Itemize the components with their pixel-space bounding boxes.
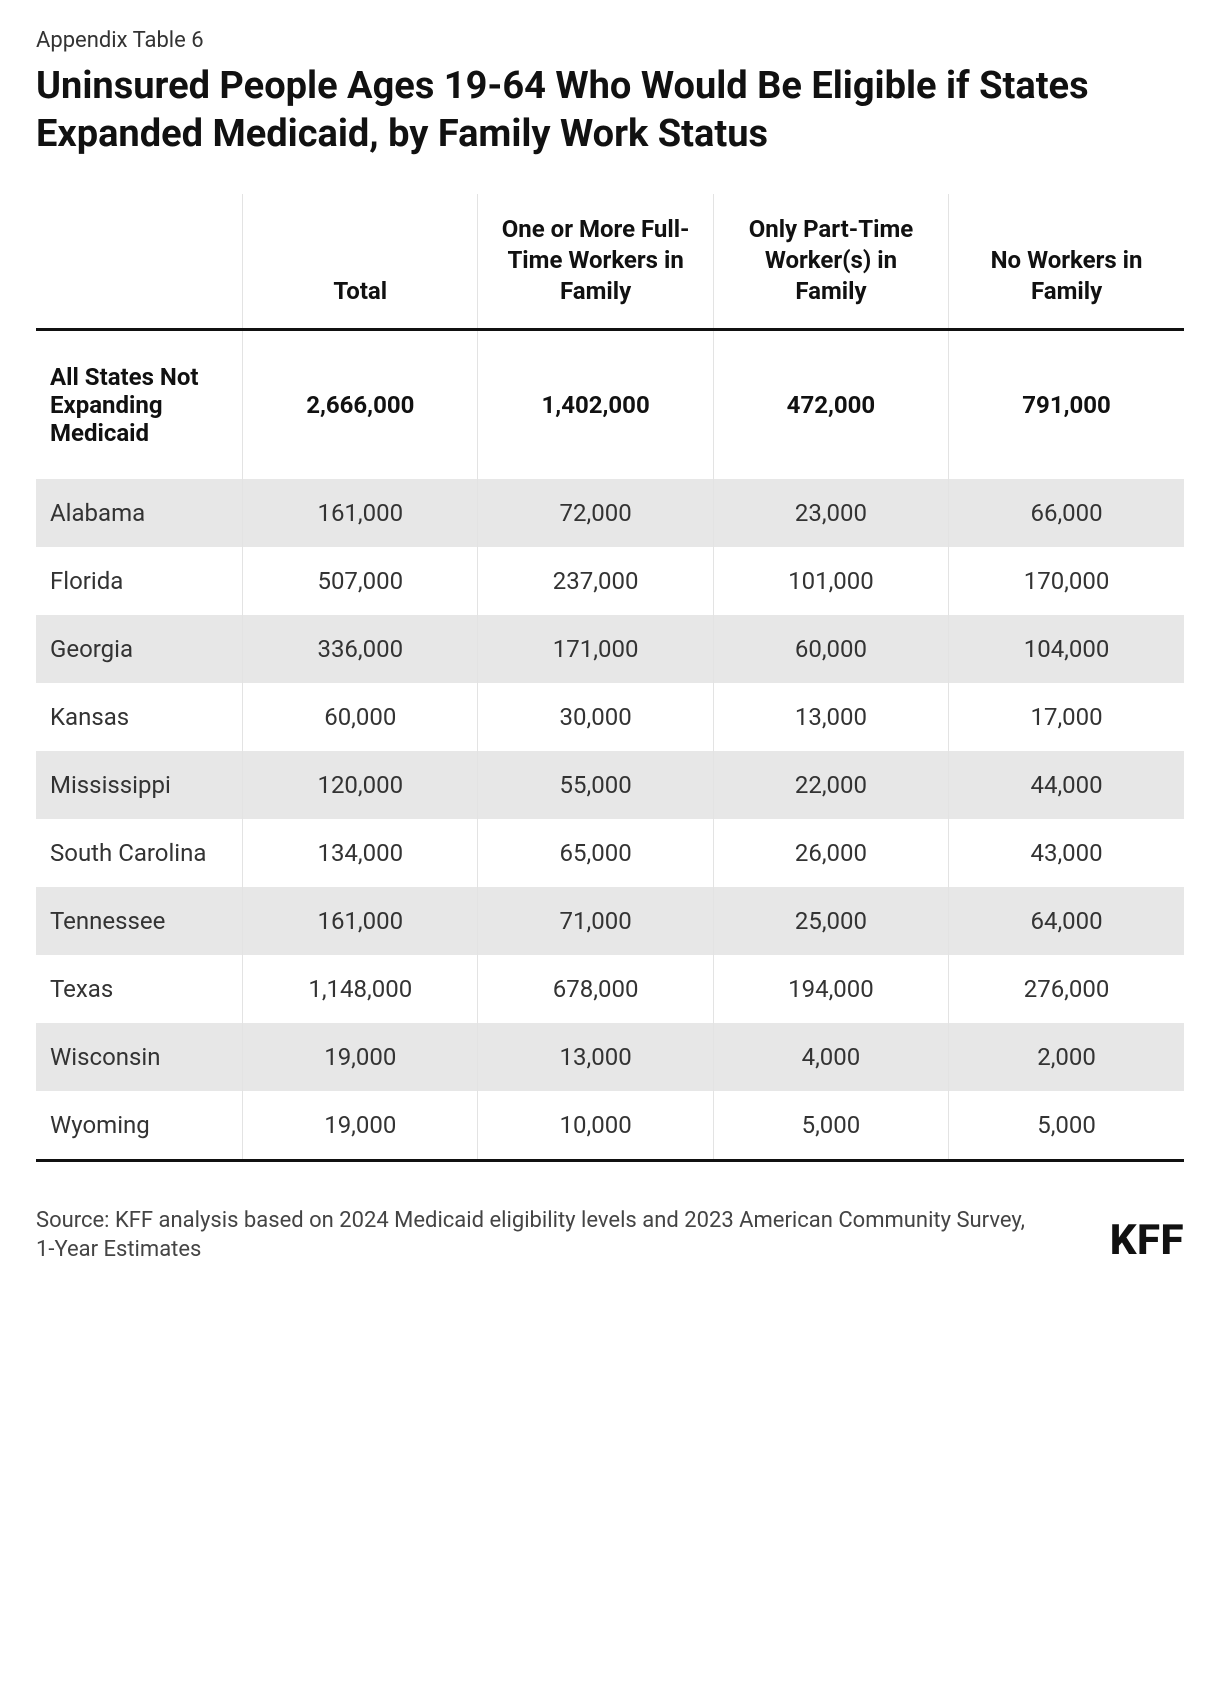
row-value: 65,000 (478, 819, 713, 887)
row-value: 19,000 (243, 1091, 478, 1161)
kff-logo: KFF (1110, 1216, 1184, 1265)
row-value: 71,000 (478, 887, 713, 955)
row-value: 104,000 (949, 615, 1184, 683)
row-value: 13,000 (713, 683, 948, 751)
data-table: Total One or More Full-Time Workers in F… (36, 194, 1184, 1162)
row-label: Florida (36, 547, 243, 615)
row-label: Wisconsin (36, 1023, 243, 1091)
row-value: 171,000 (478, 615, 713, 683)
row-value: 25,000 (713, 887, 948, 955)
row-label: Kansas (36, 683, 243, 751)
row-label: South Carolina (36, 819, 243, 887)
row-value: 19,000 (243, 1023, 478, 1091)
table-row: Wyoming19,00010,0005,0005,000 (36, 1091, 1184, 1161)
row-label: Mississippi (36, 751, 243, 819)
col-header-noworkers: No Workers in Family (949, 194, 1184, 329)
row-value: 1,148,000 (243, 955, 478, 1023)
footer: Source: KFF analysis based on 2024 Medic… (36, 1206, 1184, 1265)
row-value: 17,000 (949, 683, 1184, 751)
table-body: All States Not Expanding Medicaid 2,666,… (36, 329, 1184, 1160)
table-row: Wisconsin19,00013,0004,0002,000 (36, 1023, 1184, 1091)
source-note: Source: KFF analysis based on 2024 Medic… (36, 1206, 1036, 1265)
table-row: Florida507,000237,000101,000170,000 (36, 547, 1184, 615)
row-value: 120,000 (243, 751, 478, 819)
row-value: 161,000 (243, 479, 478, 547)
summary-parttime: 472,000 (713, 329, 948, 479)
row-value: 30,000 (478, 683, 713, 751)
row-value: 134,000 (243, 819, 478, 887)
row-value: 60,000 (713, 615, 948, 683)
row-label: Tennessee (36, 887, 243, 955)
row-value: 161,000 (243, 887, 478, 955)
table-header: Total One or More Full-Time Workers in F… (36, 194, 1184, 329)
table-row: Alabama161,00072,00023,00066,000 (36, 479, 1184, 547)
summary-row: All States Not Expanding Medicaid 2,666,… (36, 329, 1184, 479)
row-value: 170,000 (949, 547, 1184, 615)
row-value: 2,000 (949, 1023, 1184, 1091)
row-value: 194,000 (713, 955, 948, 1023)
row-value: 5,000 (949, 1091, 1184, 1161)
row-value: 10,000 (478, 1091, 713, 1161)
row-value: 55,000 (478, 751, 713, 819)
row-label: Alabama (36, 479, 243, 547)
page-title: Uninsured People Ages 19-64 Who Would Be… (36, 63, 1184, 158)
row-label: Wyoming (36, 1091, 243, 1161)
row-label: Texas (36, 955, 243, 1023)
col-header-fulltime: One or More Full-Time Workers in Family (478, 194, 713, 329)
row-value: 44,000 (949, 751, 1184, 819)
page-container: Appendix Table 6 Uninsured People Ages 1… (0, 0, 1220, 1305)
col-header-total: Total (243, 194, 478, 329)
row-value: 26,000 (713, 819, 948, 887)
table-row: Texas1,148,000678,000194,000276,000 (36, 955, 1184, 1023)
table-row: South Carolina134,00065,00026,00043,000 (36, 819, 1184, 887)
col-header-state (36, 194, 243, 329)
table-row: Georgia336,000171,00060,000104,000 (36, 615, 1184, 683)
row-label: Georgia (36, 615, 243, 683)
row-value: 276,000 (949, 955, 1184, 1023)
row-value: 72,000 (478, 479, 713, 547)
row-value: 237,000 (478, 547, 713, 615)
row-value: 4,000 (713, 1023, 948, 1091)
appendix-label: Appendix Table 6 (36, 28, 1184, 53)
row-value: 60,000 (243, 683, 478, 751)
table-row: Tennessee161,00071,00025,00064,000 (36, 887, 1184, 955)
row-value: 5,000 (713, 1091, 948, 1161)
summary-noworkers: 791,000 (949, 329, 1184, 479)
row-value: 22,000 (713, 751, 948, 819)
row-value: 507,000 (243, 547, 478, 615)
row-value: 101,000 (713, 547, 948, 615)
row-value: 23,000 (713, 479, 948, 547)
row-value: 336,000 (243, 615, 478, 683)
row-value: 13,000 (478, 1023, 713, 1091)
table-row: Mississippi120,00055,00022,00044,000 (36, 751, 1184, 819)
col-header-parttime: Only Part-Time Worker(s) in Family (713, 194, 948, 329)
table-row: Kansas60,00030,00013,00017,000 (36, 683, 1184, 751)
summary-fulltime: 1,402,000 (478, 329, 713, 479)
summary-label: All States Not Expanding Medicaid (36, 329, 243, 479)
row-value: 66,000 (949, 479, 1184, 547)
summary-total: 2,666,000 (243, 329, 478, 479)
row-value: 64,000 (949, 887, 1184, 955)
row-value: 678,000 (478, 955, 713, 1023)
row-value: 43,000 (949, 819, 1184, 887)
